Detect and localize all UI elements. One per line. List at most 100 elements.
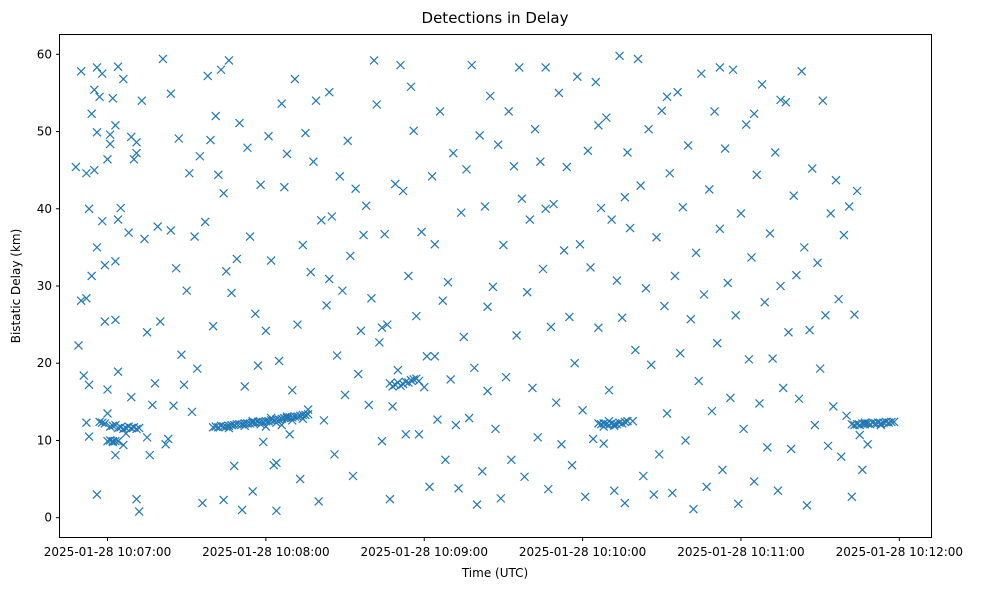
data-point-marker bbox=[646, 360, 656, 370]
data-point-marker bbox=[140, 234, 149, 244]
data-point-marker bbox=[240, 381, 250, 391]
data-point-marker bbox=[153, 222, 163, 231]
y-tick-label: 50 bbox=[37, 125, 52, 139]
data-point-marker bbox=[707, 406, 717, 416]
data-point-marker bbox=[232, 254, 242, 264]
data-point-marker bbox=[293, 320, 302, 330]
data-point-marker bbox=[264, 131, 273, 141]
data-point-marker bbox=[836, 452, 846, 462]
data-point-marker bbox=[797, 66, 807, 76]
data-point-marker bbox=[356, 326, 366, 336]
data-point-marker bbox=[736, 208, 746, 218]
data-point-marker bbox=[353, 369, 363, 379]
data-point-marker bbox=[694, 376, 704, 386]
data-point-marker bbox=[382, 320, 392, 330]
data-point-marker bbox=[345, 251, 355, 261]
data-point-marker bbox=[240, 421, 250, 431]
data-point-marker bbox=[84, 380, 94, 390]
data-point-marker bbox=[71, 162, 81, 172]
data-point-marker bbox=[755, 398, 764, 408]
data-point-marker bbox=[612, 276, 622, 286]
data-point-marker bbox=[496, 493, 506, 503]
data-point-marker bbox=[87, 271, 97, 281]
data-point-marker bbox=[113, 62, 123, 72]
data-point-marker bbox=[498, 240, 508, 250]
data-point-marker bbox=[578, 405, 588, 415]
data-point-marker bbox=[174, 134, 184, 143]
data-point-marker bbox=[604, 385, 614, 395]
data-point-marker bbox=[784, 327, 793, 337]
data-point-marker bbox=[762, 442, 772, 452]
data-point-marker bbox=[733, 499, 743, 509]
data-point-marker bbox=[525, 215, 535, 225]
data-point-marker bbox=[308, 157, 318, 167]
data-point-marker bbox=[620, 192, 630, 202]
data-point-marker bbox=[551, 398, 561, 408]
data-point-marker bbox=[409, 126, 419, 136]
data-point-marker bbox=[702, 482, 712, 492]
data-point-marker bbox=[538, 264, 548, 274]
data-point-marker bbox=[485, 91, 495, 101]
data-point-marker bbox=[667, 488, 677, 498]
data-point-marker bbox=[757, 80, 767, 89]
data-point-marker bbox=[369, 56, 379, 65]
data-point-marker bbox=[506, 455, 516, 465]
data-point-marker bbox=[440, 455, 450, 465]
data-point-marker bbox=[81, 293, 91, 303]
data-point-marker bbox=[462, 164, 471, 174]
y-axis-ticks: 0 10 20 30 40 50 60 bbox=[37, 47, 60, 525]
data-point-marker bbox=[594, 120, 603, 130]
y-tick-label: 20 bbox=[37, 356, 52, 370]
data-point-marker bbox=[245, 232, 255, 241]
data-point-marker bbox=[158, 54, 168, 64]
y-axis-title: Bistatic Delay (km) bbox=[9, 229, 23, 344]
data-point-marker bbox=[84, 432, 94, 442]
data-point-marker bbox=[454, 483, 463, 493]
data-point-marker bbox=[813, 258, 822, 268]
data-point-marker bbox=[427, 171, 437, 181]
data-point-marker bbox=[224, 423, 234, 433]
data-point-marker bbox=[641, 283, 651, 293]
data-point-marker bbox=[377, 323, 387, 333]
data-point-marker bbox=[559, 246, 569, 255]
data-point-marker bbox=[311, 96, 321, 106]
data-point-marker bbox=[293, 412, 302, 421]
data-point-marker bbox=[652, 232, 661, 242]
data-point-marker bbox=[279, 182, 289, 192]
data-point-marker bbox=[710, 107, 719, 116]
data-point-marker bbox=[609, 419, 619, 429]
data-point-marker bbox=[799, 242, 809, 252]
data-point-marker bbox=[675, 348, 685, 358]
data-point-marker bbox=[847, 492, 857, 502]
data-point-marker bbox=[261, 422, 271, 431]
data-point-marker bbox=[509, 161, 519, 171]
data-point-marker bbox=[89, 165, 99, 175]
data-point-marker bbox=[258, 437, 268, 447]
data-point-marker bbox=[295, 474, 305, 484]
data-point-marker bbox=[739, 424, 749, 434]
data-point-marker bbox=[332, 351, 342, 360]
data-point-marker bbox=[306, 267, 316, 277]
data-point-marker bbox=[261, 326, 271, 336]
data-point-marker bbox=[728, 65, 738, 75]
data-point-marker bbox=[211, 111, 221, 121]
data-point-marker bbox=[543, 484, 553, 494]
data-point-marker bbox=[533, 432, 543, 442]
data-point-marker bbox=[272, 506, 281, 516]
data-point-marker bbox=[860, 418, 870, 428]
data-point-marker bbox=[388, 402, 397, 411]
data-point-marker bbox=[541, 204, 551, 214]
data-point-marker bbox=[248, 487, 258, 496]
data-point-marker bbox=[406, 82, 416, 92]
data-point-marker bbox=[586, 263, 595, 272]
data-point-marker bbox=[142, 327, 152, 337]
data-point-marker bbox=[480, 202, 490, 211]
data-point-marker bbox=[184, 168, 194, 178]
data-point-marker bbox=[789, 191, 799, 201]
data-point-marker bbox=[567, 460, 577, 470]
data-point-marker bbox=[118, 74, 128, 84]
data-point-marker bbox=[731, 310, 741, 320]
data-point-marker bbox=[171, 263, 181, 273]
data-point-marker bbox=[198, 498, 207, 508]
data-point-marker bbox=[190, 232, 200, 241]
